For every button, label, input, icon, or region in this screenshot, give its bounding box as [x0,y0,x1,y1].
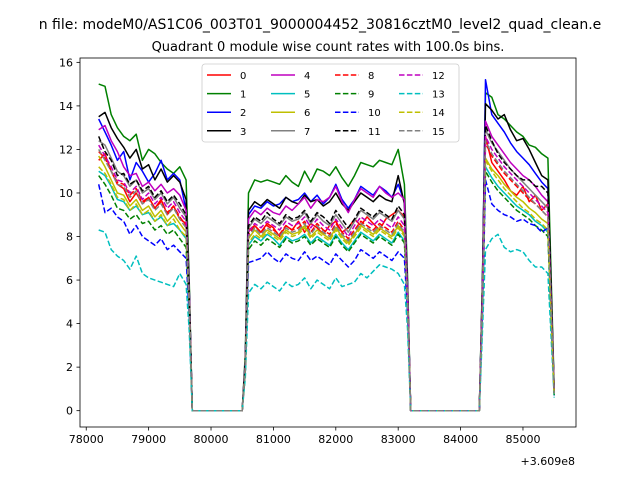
x-tick-label: 79000 [131,433,166,446]
series-line-11 [98,124,555,412]
legend-label-5: 5 [304,90,310,101]
y-tick-label: 0 [66,405,73,418]
series-line-12 [98,135,555,412]
x-tick-label: 80000 [194,433,229,446]
legend-label-12: 12 [432,71,445,82]
legend-label-6: 6 [304,108,310,119]
plot-frame [79,57,577,428]
series-line-8 [98,142,555,412]
legend-label-11: 11 [368,127,381,138]
axes-layer: 78000 79000 80000 81000 82000 83000 84000 85000… [59,56,577,446]
series-line-5 [98,166,555,412]
y-tick-label: 14 [59,100,73,113]
y-tick-label: 2 [66,361,73,374]
legend-label-7: 7 [304,127,310,138]
series-line-14 [98,159,555,412]
x-tick-label: 85000 [505,433,540,446]
y-tick-label: 12 [59,143,73,156]
legend-label-8: 8 [368,71,374,82]
x-tick-label: 84000 [443,433,478,446]
x-axis-offset-label: +3.609e8 [521,455,575,468]
legend-label-3: 3 [240,127,246,138]
legend-label-9: 9 [368,90,374,101]
y-tick-label: 4 [66,318,73,331]
y-tick-label: 6 [66,274,73,287]
figure-suptitle: n file: modeM0/AS1C06_003T01_9000004452_… [39,17,602,33]
legend-label-4: 4 [304,71,310,82]
series-line-10 [97,179,555,412]
legend-label-13: 13 [432,90,445,101]
series-line-0 [98,135,555,412]
series-line-2 [98,79,555,412]
y-tick-label: 16 [59,56,73,69]
series-layer [97,79,555,412]
x-tick-label: 82000 [318,433,353,446]
legend-label-0: 0 [240,71,246,82]
series-line-4 [98,120,555,412]
series-line-9 [98,170,555,412]
legend-label-15: 15 [432,127,445,138]
legend-label-2: 2 [240,108,246,119]
series-line-6 [98,155,555,412]
series-line-15 [98,139,555,412]
legend-label-10: 10 [368,108,381,119]
x-tick-label: 83000 [381,433,416,446]
legend-label-1: 1 [240,90,246,101]
legend-label-14: 14 [432,108,445,119]
x-tick-label: 81000 [256,433,291,446]
legend-box [201,63,460,143]
series-line-7 [98,129,555,412]
x-tick-label: 78000 [69,433,104,446]
chart-title: Quadrant 0 module wise count rates with … [152,40,505,55]
series-line-13 [98,229,555,412]
y-tick-label: 8 [66,231,73,244]
y-tick-label: 10 [59,187,73,200]
